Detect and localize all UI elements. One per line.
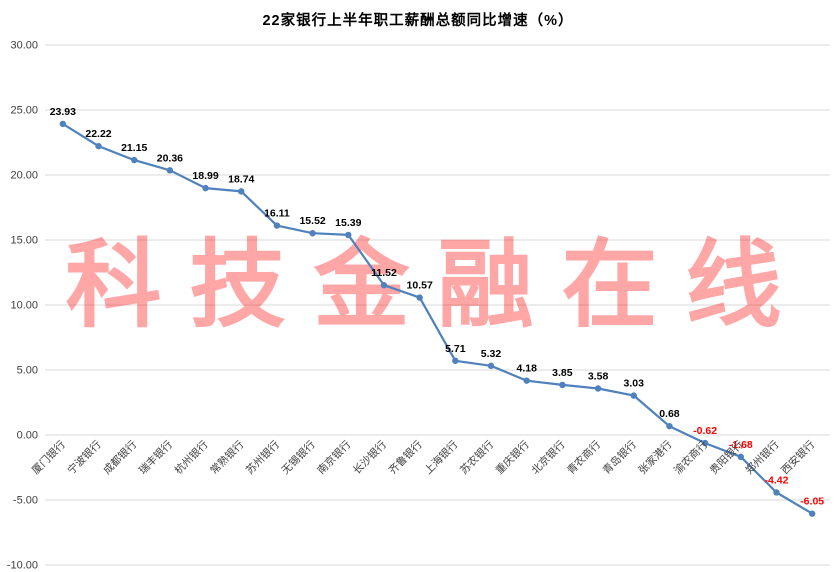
chart-title: 22家银行上半年职工薪酬总额同比增速（%） [262,13,574,29]
data-label: 5.71 [445,343,466,355]
data-point-marker [630,392,637,399]
data-point-marker [273,222,281,229]
data-point-marker [380,282,388,289]
data-label: 18.99 [192,170,218,182]
category-label: 长沙银行 [350,438,389,477]
y-axis-tick-label: 10.00 [10,300,38,312]
data-labels: 23.93 22.22 21.15 20.36 18.99 18.74 16.11 15.52… [50,106,825,508]
category-label: 重庆银行 [493,438,532,477]
category-label: 北京银行 [529,438,568,477]
category-label: 张家港行 [636,438,675,477]
category-label: 渝农商行 [671,438,710,477]
data-label: 20.36 [157,152,183,164]
data-point-marker [452,357,459,364]
category-label: 厦门银行 [29,438,68,477]
data-label: 3.85 [552,367,573,379]
y-axis-tick-label: -5.00 [13,495,38,507]
category-labels: 厦门银行宁波银行成都银行瑞丰银行杭州银行常熟银行苏州银行无锡银行南京银行长沙银行… [29,438,818,477]
y-axis-tick-label: 5.00 [17,365,38,377]
category-label: 杭州银行 [172,438,211,477]
category-label: 常熟银行 [207,438,246,477]
category-label: 青岛银行 [600,438,639,477]
data-label: 11.52 [371,267,397,279]
y-axis-tick-label: 15.00 [10,235,38,247]
y-axis-tick-label: 25.00 [10,105,38,117]
data-label: -1.68 [729,439,753,451]
data-point-marker [131,156,138,164]
data-label: 21.15 [121,142,147,154]
data-label: 3.03 [624,378,645,390]
category-label: 苏州银行 [243,438,282,477]
category-label: 宁波银行 [65,438,104,477]
watermark-text: 科技金融在线 [66,232,810,339]
data-label: 10.57 [407,280,433,292]
category-label: 西安银行 [778,438,817,477]
data-point-marker [95,142,102,150]
data-point-marker [309,230,316,237]
data-point-markers [59,120,816,517]
gridlines [45,44,830,566]
data-point-marker [666,422,673,430]
data-label: 4.18 [516,363,537,375]
data-label: 0.68 [659,408,680,420]
category-label: 南京银行 [315,438,354,477]
category-label: 瑞丰银行 [136,438,175,477]
data-point-marker [594,385,602,392]
data-label: -4.42 [765,474,789,486]
data-label: 22.22 [85,128,111,140]
data-label: 5.32 [481,348,502,360]
data-point-marker [345,231,352,239]
data-label: 3.58 [588,370,609,382]
data-label: -0.62 [693,425,717,437]
data-point-marker [773,489,780,496]
data-point-marker [701,439,709,447]
data-point-marker [202,184,209,192]
data-point-marker [238,188,245,195]
data-point-marker [487,362,495,370]
y-axis-labels: 30.00 25.00 20.00 15.00 10.00 5.00 0.00 -5.00 -1… [7,40,38,572]
y-axis-tick-label: 0.00 [17,430,38,442]
category-label: 上海银行 [422,438,461,477]
data-label: 18.74 [228,173,254,185]
data-label: 16.11 [264,208,290,220]
data-label: 15.52 [299,215,325,227]
category-label: 苏农银行 [457,438,496,477]
data-label: 23.93 [50,106,76,118]
y-axis-tick-label: 20.00 [10,170,38,182]
data-label: -6.05 [800,496,824,508]
data-point-marker [808,510,816,517]
y-axis-tick-label: 30.00 [10,40,38,52]
data-series-line [62,122,813,515]
y-axis-tick-label: -10.00 [7,560,38,572]
category-label: 齐鲁银行 [386,438,425,477]
data-point-marker [416,294,423,301]
data-point-marker [559,381,566,389]
data-point-marker [59,120,67,128]
data-point-marker [737,453,744,461]
category-label: 成都银行 [100,438,139,477]
data-point-marker [166,167,174,174]
category-label: 无锡银行 [279,438,318,477]
category-label: 青农商行 [564,438,603,477]
data-label: 15.39 [335,217,361,229]
data-point-marker [523,377,530,384]
